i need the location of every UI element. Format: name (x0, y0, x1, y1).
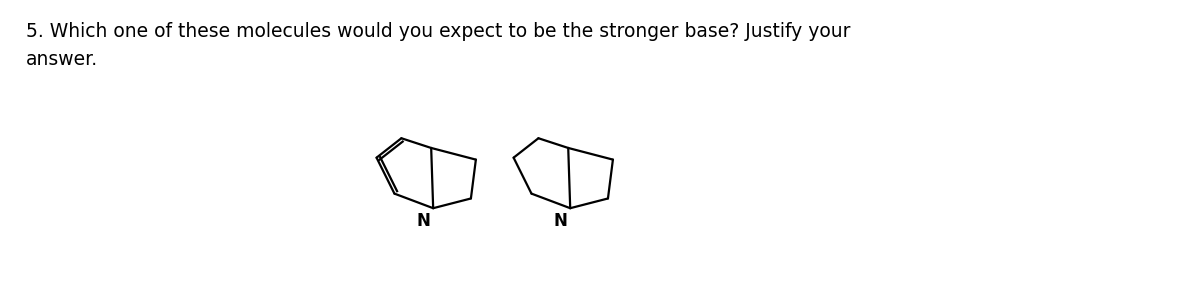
Text: N: N (416, 212, 430, 230)
Text: N: N (553, 212, 568, 230)
Text: 5. Which one of these molecules would you expect to be the stronger base? Justif: 5. Which one of these molecules would yo… (26, 22, 851, 69)
